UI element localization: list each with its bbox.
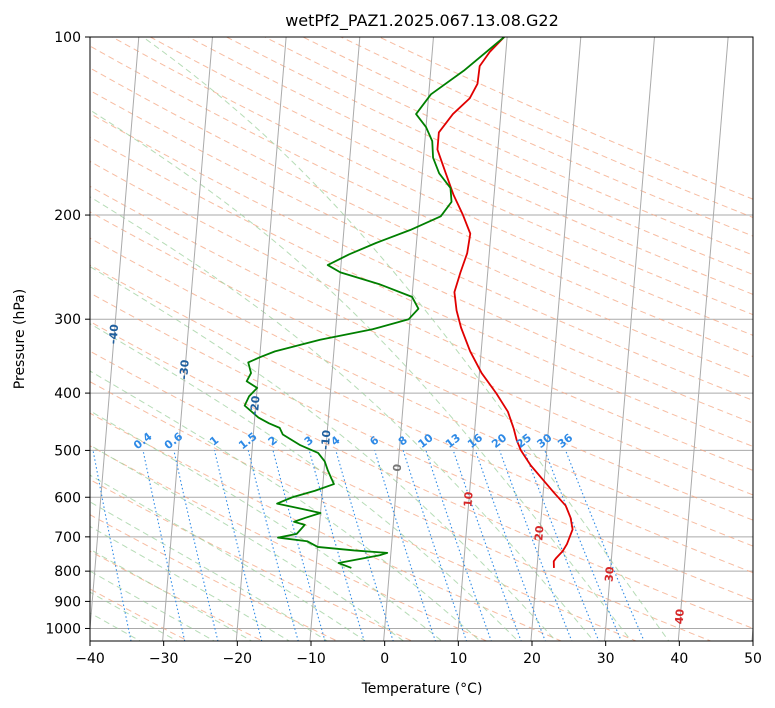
moist-adiabat-line bbox=[90, 444, 405, 641]
dry-adiabat-line bbox=[378, 37, 753, 200]
moist-adiabat-line bbox=[90, 266, 557, 641]
dry-adiabat-line bbox=[90, 160, 753, 471]
isotherm-label: 30 bbox=[602, 566, 616, 583]
y-tick-label: 300 bbox=[54, 312, 81, 328]
x-tick-label: −10 bbox=[296, 651, 326, 667]
mixing-ratio-line bbox=[92, 450, 132, 641]
dry-adiabat-line bbox=[90, 412, 563, 641]
isotherm-label: 20 bbox=[532, 525, 546, 542]
dry-adiabat-line bbox=[90, 89, 753, 401]
y-tick-label: 500 bbox=[54, 443, 81, 459]
x-tick-label: −40 bbox=[75, 651, 105, 667]
x-tick-label: 50 bbox=[744, 651, 762, 667]
dry-adiabat-line bbox=[90, 185, 753, 496]
axes: −40 −30 −20 −10 0 10 20 30 40 5010009008007006005… bbox=[45, 30, 762, 667]
dry-adiabat-line bbox=[111, 37, 753, 336]
x-axis-title: Temperature (°C) bbox=[361, 681, 483, 697]
mixing-ratio-line bbox=[213, 450, 263, 641]
dry-adiabat-line bbox=[225, 37, 753, 276]
dry-adiabat-line bbox=[149, 37, 753, 316]
isotherm-label: -20 bbox=[248, 395, 263, 416]
isotherm-gridline bbox=[309, 37, 361, 641]
plot-frame bbox=[89, 36, 754, 642]
moist-adiabat-line bbox=[90, 370, 481, 641]
mixing-ratio-line bbox=[499, 450, 573, 641]
dry-adiabat-line bbox=[90, 112, 753, 424]
isotherm-gridline bbox=[383, 37, 434, 641]
y-tick-label: 600 bbox=[54, 490, 81, 506]
dry-adiabat-line bbox=[90, 237, 753, 547]
chart-title: wetPf2_PAZ1.2025.067.13.08.G22 bbox=[285, 11, 559, 31]
moist-adiabat-line bbox=[90, 109, 632, 641]
mixing-ratio-line bbox=[272, 450, 326, 641]
isotherm-label: 40 bbox=[673, 608, 687, 625]
dry-adiabat-line bbox=[340, 37, 753, 218]
dry-adiabat-line bbox=[90, 514, 339, 641]
mixing-ratio-line bbox=[173, 450, 219, 641]
mixing-ratio-line bbox=[565, 450, 645, 641]
mixing-ratio-line bbox=[335, 450, 394, 641]
isotherm-gridline bbox=[677, 37, 729, 641]
moist-adiabat-line bbox=[90, 196, 595, 641]
isotherm-gridline bbox=[162, 37, 213, 641]
isotherm-gridline bbox=[456, 37, 508, 641]
moist-adiabat-line bbox=[142, 37, 670, 641]
mixing-ratio-line bbox=[374, 450, 436, 641]
y-tick-label: 100 bbox=[54, 30, 81, 46]
x-tick-label: 20 bbox=[523, 651, 541, 667]
dry-adiabat-line bbox=[187, 37, 753, 295]
x-tick-label: 40 bbox=[670, 651, 688, 667]
x-tick-label: 30 bbox=[597, 651, 615, 667]
moist-adiabat-line bbox=[90, 548, 253, 641]
mixing-ratio-line bbox=[474, 450, 546, 641]
y-tick-label: 400 bbox=[54, 386, 81, 402]
isotherm-gridline bbox=[604, 37, 655, 641]
isotherm-gridline bbox=[90, 37, 140, 635]
y-tick-label: 700 bbox=[54, 530, 81, 546]
x-tick-label: 10 bbox=[449, 651, 467, 667]
x-tick-label: −20 bbox=[223, 651, 253, 667]
isotherm-gridline bbox=[530, 37, 582, 641]
plot-area: -100-90-80-70-60-50-40-30-20-10010203040… bbox=[90, 37, 753, 641]
isotherm-label: -10 bbox=[319, 429, 334, 450]
y-axis-title: Pressure (hPa) bbox=[12, 289, 28, 389]
moist-adiabat-line bbox=[90, 323, 519, 641]
dry-adiabat-line bbox=[90, 211, 753, 521]
moist-adiabat-line bbox=[90, 612, 142, 641]
isotherm-label: 10 bbox=[461, 491, 475, 508]
isotherm-label: 0 bbox=[391, 463, 405, 472]
dry-adiabat-line bbox=[90, 264, 753, 574]
mixing-ratio-line bbox=[544, 450, 622, 641]
isotherm-gridline bbox=[235, 37, 287, 641]
x-tick-label: 0 bbox=[380, 651, 389, 667]
dry-adiabat-line bbox=[90, 381, 638, 641]
x-tick-label: −30 bbox=[149, 651, 179, 667]
y-tick-label: 800 bbox=[54, 564, 81, 580]
mixing-ratio-line bbox=[247, 450, 299, 641]
dry-adiabat-line bbox=[90, 45, 753, 358]
mixing-ratio-line bbox=[142, 450, 186, 641]
dry-adiabat-line bbox=[90, 292, 753, 601]
temperature-line bbox=[436, 37, 574, 568]
dewpoint-line bbox=[243, 37, 505, 569]
moist-adiabat-line bbox=[90, 525, 291, 641]
y-tick-label: 200 bbox=[54, 208, 81, 224]
mixing-ratio-line bbox=[452, 450, 522, 641]
y-tick-label: 900 bbox=[54, 594, 81, 610]
dry-adiabat-line bbox=[90, 445, 488, 641]
isotherm-label: -30 bbox=[177, 359, 192, 380]
isotherm-label: -40 bbox=[107, 323, 122, 344]
moist-adiabat-line bbox=[90, 410, 443, 641]
dry-adiabat-line bbox=[90, 67, 753, 379]
y-tick-label: 1000 bbox=[45, 621, 81, 637]
